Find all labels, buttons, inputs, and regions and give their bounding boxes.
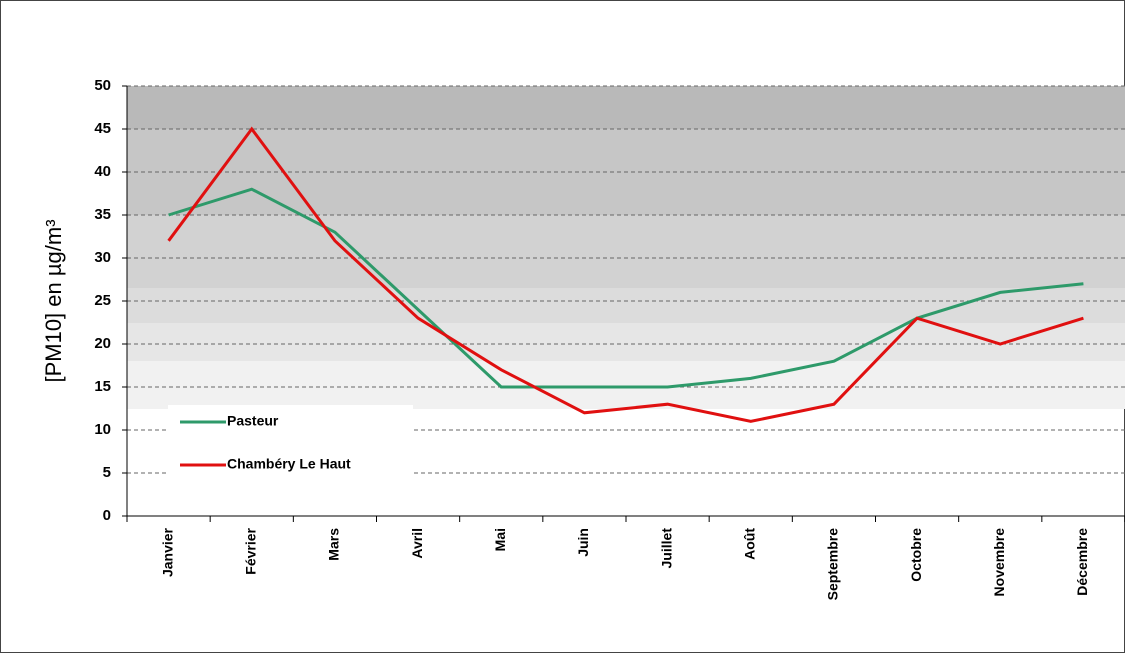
x-tick-label: Septembre: [825, 528, 841, 601]
x-tick-label: Juillet: [658, 528, 674, 569]
y-tick-label: 5: [103, 464, 111, 481]
x-tick-label: Décembre: [1074, 528, 1090, 596]
x-tick-label: Juin: [575, 528, 591, 557]
y-tick-label: 10: [94, 421, 111, 438]
y-tick-label: 45: [94, 120, 111, 137]
y-tick-label: 15: [94, 378, 111, 395]
y-tick-label: 25: [94, 292, 111, 309]
y-tick-label: 35: [94, 206, 111, 223]
x-tick-label: Octobre: [908, 528, 924, 582]
y-tick-label: 0: [103, 507, 111, 524]
x-tick-label: Janvier: [159, 527, 175, 577]
series-line: [168, 187, 1084, 389]
y-tick-label: 20: [94, 335, 111, 352]
x-tick-label: Avril: [409, 528, 425, 559]
x-tick-label: Mai: [492, 528, 508, 551]
y-axis-label: [PM10] en µg/m³: [41, 219, 66, 382]
legend-box: [168, 405, 413, 487]
y-tick-label: 40: [94, 163, 111, 180]
background-bands: [127, 86, 1125, 409]
legend-label: Chambéry Le Haut: [227, 456, 351, 472]
series-line: [167, 126, 1084, 423]
x-tick-label: Août: [741, 528, 757, 560]
y-tick-label: 50: [94, 77, 111, 94]
x-tick-label: Mars: [326, 528, 342, 561]
x-tick-label: Février: [242, 527, 258, 574]
x-tick-label: Novembre: [991, 528, 1007, 597]
legend-label: Pasteur: [227, 413, 279, 429]
y-tick-label: 30: [94, 249, 111, 266]
lines: [167, 126, 1084, 423]
